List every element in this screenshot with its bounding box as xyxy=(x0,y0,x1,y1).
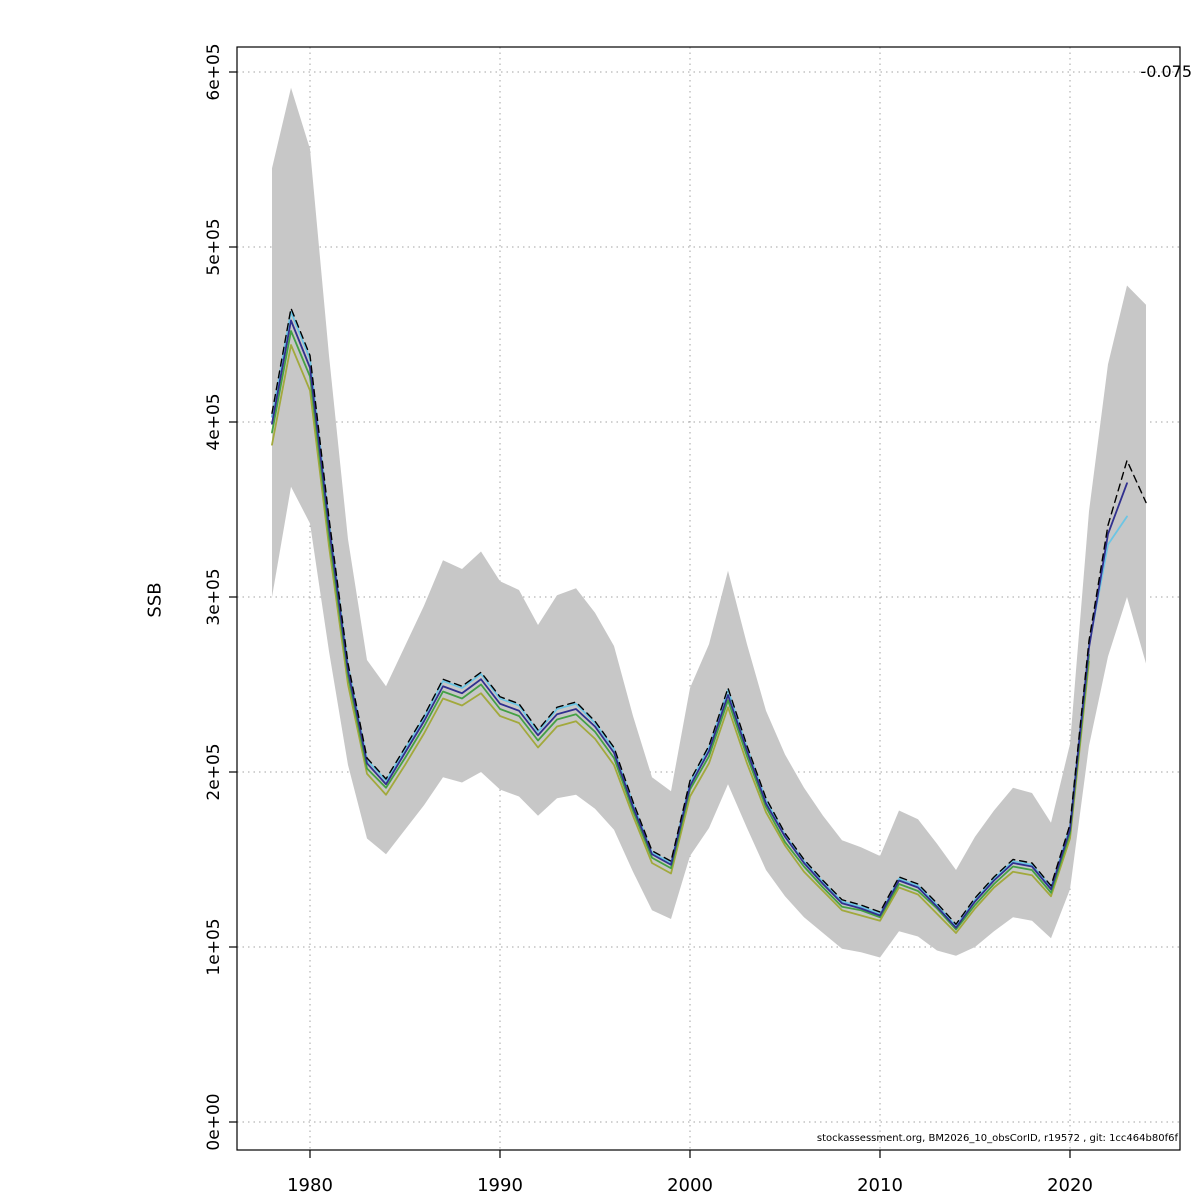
rho-annotation: -0.075 xyxy=(1140,62,1192,81)
x-axis-tick-label: 1990 xyxy=(477,1175,523,1196)
current-assessment-line xyxy=(271,307,1147,925)
y-axis-tick-label: 4e+05 xyxy=(204,393,224,450)
y-axis-tick-label: 2e+05 xyxy=(204,743,224,800)
retro-peel-2-line xyxy=(271,310,1128,927)
y-axis-tick-label: 5e+05 xyxy=(204,218,224,275)
y-axis-tick-label: 1e+05 xyxy=(204,918,224,975)
confidence-band xyxy=(272,87,1146,958)
x-axis-tick-label: 2000 xyxy=(667,1175,713,1196)
y-axis-tick-label: 6e+05 xyxy=(204,43,224,100)
x-axis-tick-label: 2010 xyxy=(857,1175,903,1196)
retro-peel-4-line xyxy=(271,344,1090,934)
y-axis-title: SSB xyxy=(144,582,166,618)
plot-border xyxy=(236,46,1181,1151)
retro-peel-1-line xyxy=(271,319,1128,929)
x-axis-tick-label: 1980 xyxy=(287,1175,333,1196)
y-axis-tick-label: 0e+00 xyxy=(204,1093,224,1150)
x-axis-tick-label: 2020 xyxy=(1047,1175,1093,1196)
y-axis-tick-label: 3e+05 xyxy=(204,568,224,625)
footer-caption: stockassessment.org, BM2026_10_obsCorID,… xyxy=(816,1133,1178,1144)
